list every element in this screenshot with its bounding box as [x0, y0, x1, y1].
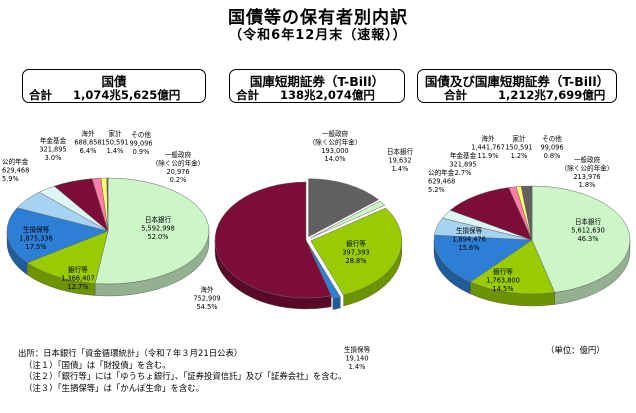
- pie-slice-insurance: [307, 242, 341, 299]
- slice-label-bank_of_japan: 日本銀行 19,632 1.4%: [387, 147, 414, 173]
- pie-slice-banks: [469, 239, 556, 295]
- slice-label-others: その他 99,096 0.9%: [129, 130, 152, 156]
- tbill-total-label: 合計: [236, 88, 259, 102]
- slice-label-public_pension: 公的年金 629,468 5.9%: [2, 157, 29, 183]
- pie-slice-bank_of_japan: [94, 177, 210, 285]
- jgb-summary-box: 国債 合計 1,074兆5,625億円: [22, 69, 206, 103]
- footer-note-1: （注１）「国債」は「財投債」を含む。: [24, 359, 171, 370]
- slice-label-overseas: 海外 688,858 6.4%: [74, 129, 101, 155]
- slice-label-bank_of_japan: 日本銀行 5,612,630 46.3%: [571, 217, 605, 243]
- slice-label-insurance: 生損保等 1,875,336 17.5%: [19, 225, 53, 251]
- pie-slice-general_government: [308, 178, 379, 238]
- footer-notes: 出所：日本銀行「資金循環統計」（令和７年３月21日公表） （注１）「国債」は「財…: [18, 348, 346, 394]
- tbill-summary-box: 国庫短期証券（T-Bill） 合計 138兆2,074億円: [229, 69, 405, 103]
- combined-total-value: 1,212兆7,699億円: [498, 88, 606, 102]
- unit-note: （単位：億円）: [546, 345, 605, 355]
- page-subtitle: （令和6年12月末（速報））: [229, 28, 407, 43]
- pie-slice-bank_of_japan: [531, 185, 631, 293]
- pie-slice-bank_of_japan: [309, 200, 386, 239]
- pie-slice-banks: [310, 207, 403, 296]
- jgb-pie-chart: 日本銀行 5,592,998 52.0% 銀行等 1,366,407 12.7% 生損保等 1…: [2, 129, 210, 297]
- slice-label-overseas: 海外 752,909 54.5%: [193, 285, 220, 311]
- pie-side-insurance: [332, 296, 341, 310]
- jgb-total-value: 1,074兆5,625億円: [73, 88, 181, 102]
- jgb-total-label: 合計: [29, 88, 52, 102]
- slice-label-insurance: 生損保等 1,894,476 15.6%: [452, 226, 486, 252]
- slice-label-banks: 銀行等 1,763,800 14.5%: [486, 267, 520, 293]
- slice-label-general_government: 一般政府（除く公的年金） 213,976 1.8%: [561, 155, 614, 189]
- pie-slice-overseas: [214, 181, 332, 299]
- pie-slice-overseas: [449, 187, 533, 241]
- tbill-box-title: 国庫短期証券（T-Bill）: [249, 74, 385, 89]
- slice-label-pension_fund: 年金基金 321,895 2.7%: [449, 151, 476, 177]
- pie-slice-insurance: [433, 234, 533, 283]
- pie-slice-insurance: [6, 207, 109, 264]
- slice-label-insurance: 生損保等 19,140 1.4%: [344, 345, 371, 371]
- footer-note-2: （注２）「銀行等」には「ゆうちょ銀行」、「証券投資信託」及び「証券会社」を含む。: [24, 371, 347, 382]
- tbill-pie-chart: 一般政府（除く公的年金） 193,000 14.0% 日本銀行 19,632 1.4% 銀行…: [193, 129, 413, 371]
- slice-label-households: 家計 150,591 1.2%: [505, 134, 532, 160]
- slice-label-pension_fund: 年金基金 321,895 3.0%: [39, 136, 66, 162]
- tbill-total-value: 138兆2,074億円: [280, 88, 375, 102]
- combined-pie-chart: 日本銀行 5,612,630 46.3% 銀行等 1,763,800 14.5%生損保等 1…: [428, 134, 631, 307]
- slice-label-others: その他 99,096 0.8%: [540, 134, 563, 160]
- page-title: 国債等の保有者別内訳: [228, 8, 408, 28]
- slice-label-banks: 銀行等 397,393 28.8%: [342, 239, 369, 265]
- slice-label-households: 家計 150,591 1.4%: [101, 129, 128, 155]
- slice-label-banks: 銀行等 1,366,407 12.7%: [61, 265, 95, 291]
- footer-note-3: （注３）「生損保等」は「かんぽ生命」を含む。: [24, 382, 205, 393]
- slice-label-general_government: 一般政府（除く公的年金） 20,976 0.2%: [152, 150, 205, 184]
- combined-box-title: 国債及び国庫短期証券（T-Bill）: [424, 74, 610, 89]
- combined-summary-box: 国債及び国庫短期証券（T-Bill） 合計 1,212兆7,699億円: [417, 69, 617, 103]
- slice-label-public_pension: 公的年金 629,468 5.2%: [428, 168, 455, 194]
- source-note: 出所：日本銀行「資金循環統計」（令和７年３月21日公表）: [18, 348, 243, 358]
- pie-slice-general_government: [106, 177, 109, 232]
- pie-slice-general_government: [520, 185, 533, 241]
- slice-label-bank_of_japan: 日本銀行 5,592,998 52.0%: [141, 215, 175, 241]
- combined-total-label: 合計: [444, 88, 467, 102]
- pie-slice-banks: [26, 230, 109, 284]
- slice-label-overseas: 海外 1,441,767 11.9%: [471, 134, 505, 160]
- slice-label-general_government: 一般政府（除く公的年金） 193,000 14.0%: [309, 129, 362, 163]
- jgb-box-title: 国債: [101, 74, 127, 89]
